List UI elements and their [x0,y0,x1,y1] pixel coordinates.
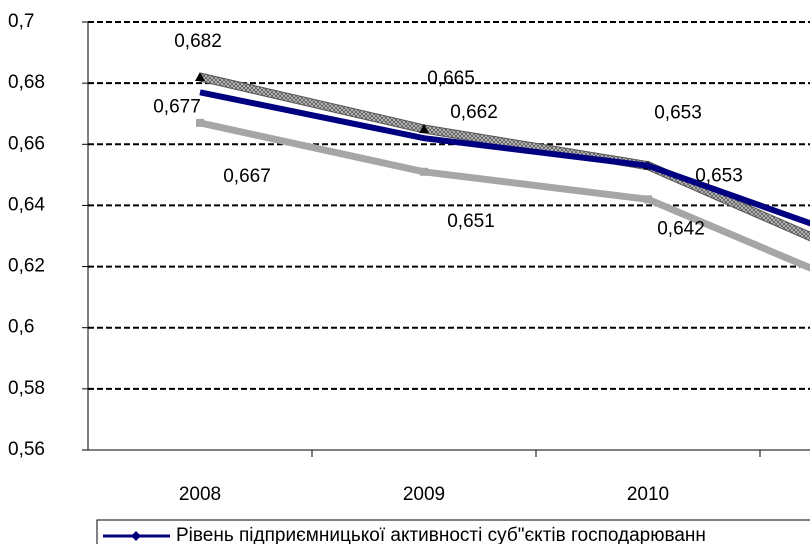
data-label: 0,651 [447,211,495,232]
marker [420,167,428,176]
marker [195,72,205,82]
series-line [199,89,810,227]
series-line [199,119,810,272]
x-tick-label: 2010 [627,484,669,505]
data-label: 0,682 [174,31,222,52]
data-label: 0,662 [450,102,498,123]
legend-label: Рівень підприємницької активності суб"єк… [176,525,706,544]
y-tick-label: 0,58 [8,378,45,399]
x-tick-label: 2008 [179,484,221,505]
y-tick-label: 0,68 [8,72,45,93]
y-tick-label: 0,66 [8,133,45,154]
data-label: 0,667 [223,166,271,187]
y-tick-label: 0,7 [8,11,34,32]
data-label: 0,653 [654,103,702,124]
legend-marker [131,531,141,541]
marker [419,124,429,133]
data-label: 0,653 [695,166,743,187]
data-label: 0,665 [427,68,475,89]
data-label: 0,642 [657,218,705,239]
y-tick-label: 0,62 [8,256,45,277]
data-label: 0,677 [153,96,201,117]
marker [644,195,652,204]
y-tick-label: 0,56 [8,439,45,460]
y-tick-label: 0,64 [8,194,45,215]
x-tick-label: 2009 [403,484,445,505]
y-tick-label: 0,6 [8,317,34,338]
legend-box [96,519,810,544]
series-line-fill [199,73,810,241]
marker [196,118,204,127]
